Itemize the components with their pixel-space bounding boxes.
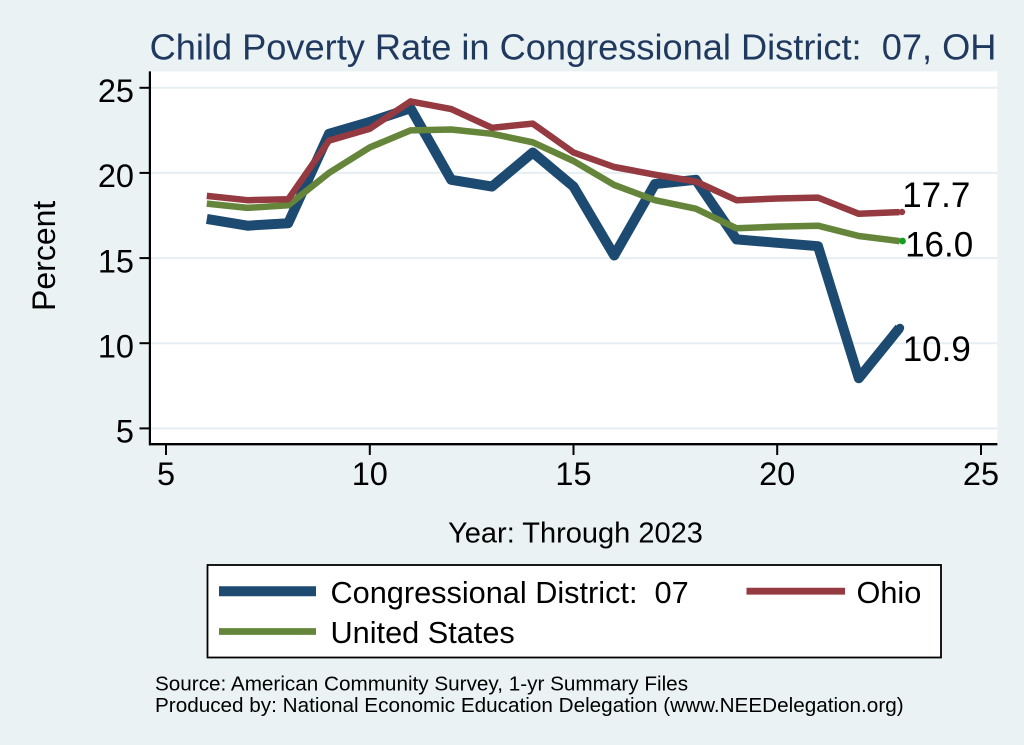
svg-text:16.0: 16.0 (905, 225, 973, 264)
svg-text:15: 15 (98, 243, 134, 279)
svg-text:5: 5 (116, 414, 134, 450)
svg-text:15: 15 (555, 456, 591, 492)
svg-text:Child Poverty Rate in Congress: Child Poverty Rate in Congressional Dist… (150, 27, 997, 68)
svg-text:25: 25 (98, 73, 134, 109)
svg-text:Congressional District: 07: Congressional District: 07 (331, 575, 689, 610)
svg-text:Year: Through 2023: Year: Through 2023 (448, 518, 703, 550)
svg-text:20: 20 (759, 456, 795, 492)
svg-text:Ohio: Ohio (857, 575, 922, 610)
svg-text:United States: United States (331, 615, 515, 650)
svg-text:Produced by: National Economic: Produced by: National Economic Education… (155, 694, 904, 717)
svg-text:20: 20 (98, 158, 134, 194)
svg-text:Percent: Percent (26, 201, 62, 311)
svg-text:Source: American Community Sur: Source: American Community Survey, 1-yr … (155, 673, 688, 696)
svg-text:10: 10 (98, 329, 134, 365)
svg-text:5: 5 (157, 456, 175, 492)
svg-text:17.7: 17.7 (902, 176, 970, 215)
svg-text:10: 10 (352, 456, 388, 492)
svg-text:25: 25 (963, 456, 999, 492)
svg-text:10.9: 10.9 (903, 330, 971, 369)
